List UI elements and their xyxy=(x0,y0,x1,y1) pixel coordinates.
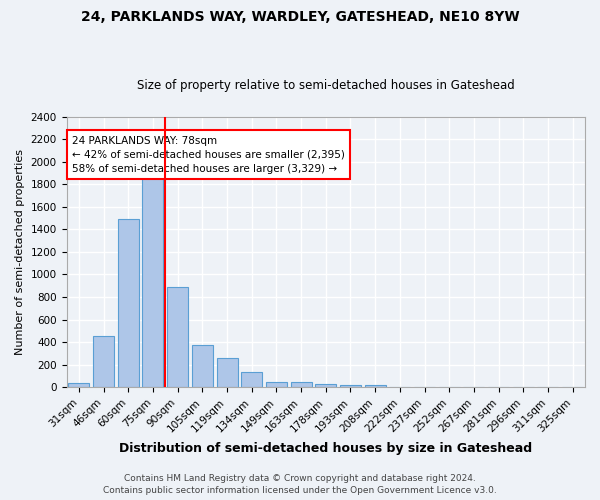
Bar xyxy=(217,358,238,387)
Bar xyxy=(241,372,262,387)
Bar xyxy=(192,345,213,387)
Text: Contains HM Land Registry data © Crown copyright and database right 2024.
Contai: Contains HM Land Registry data © Crown c… xyxy=(103,474,497,495)
Bar xyxy=(93,336,114,387)
Bar xyxy=(266,382,287,387)
Bar xyxy=(365,386,386,387)
Bar xyxy=(118,220,139,387)
Bar xyxy=(142,160,163,387)
Text: 24, PARKLANDS WAY, WARDLEY, GATESHEAD, NE10 8YW: 24, PARKLANDS WAY, WARDLEY, GATESHEAD, N… xyxy=(80,10,520,24)
Bar xyxy=(68,382,89,387)
Bar xyxy=(340,385,361,387)
Bar xyxy=(315,384,336,387)
X-axis label: Distribution of semi-detached houses by size in Gateshead: Distribution of semi-detached houses by … xyxy=(119,442,532,455)
Y-axis label: Number of semi-detached properties: Number of semi-detached properties xyxy=(15,149,25,355)
Text: 24 PARKLANDS WAY: 78sqm
← 42% of semi-detached houses are smaller (2,395)
58% of: 24 PARKLANDS WAY: 78sqm ← 42% of semi-de… xyxy=(72,136,344,173)
Bar xyxy=(167,287,188,387)
Bar xyxy=(290,382,311,387)
Title: Size of property relative to semi-detached houses in Gateshead: Size of property relative to semi-detach… xyxy=(137,79,515,92)
